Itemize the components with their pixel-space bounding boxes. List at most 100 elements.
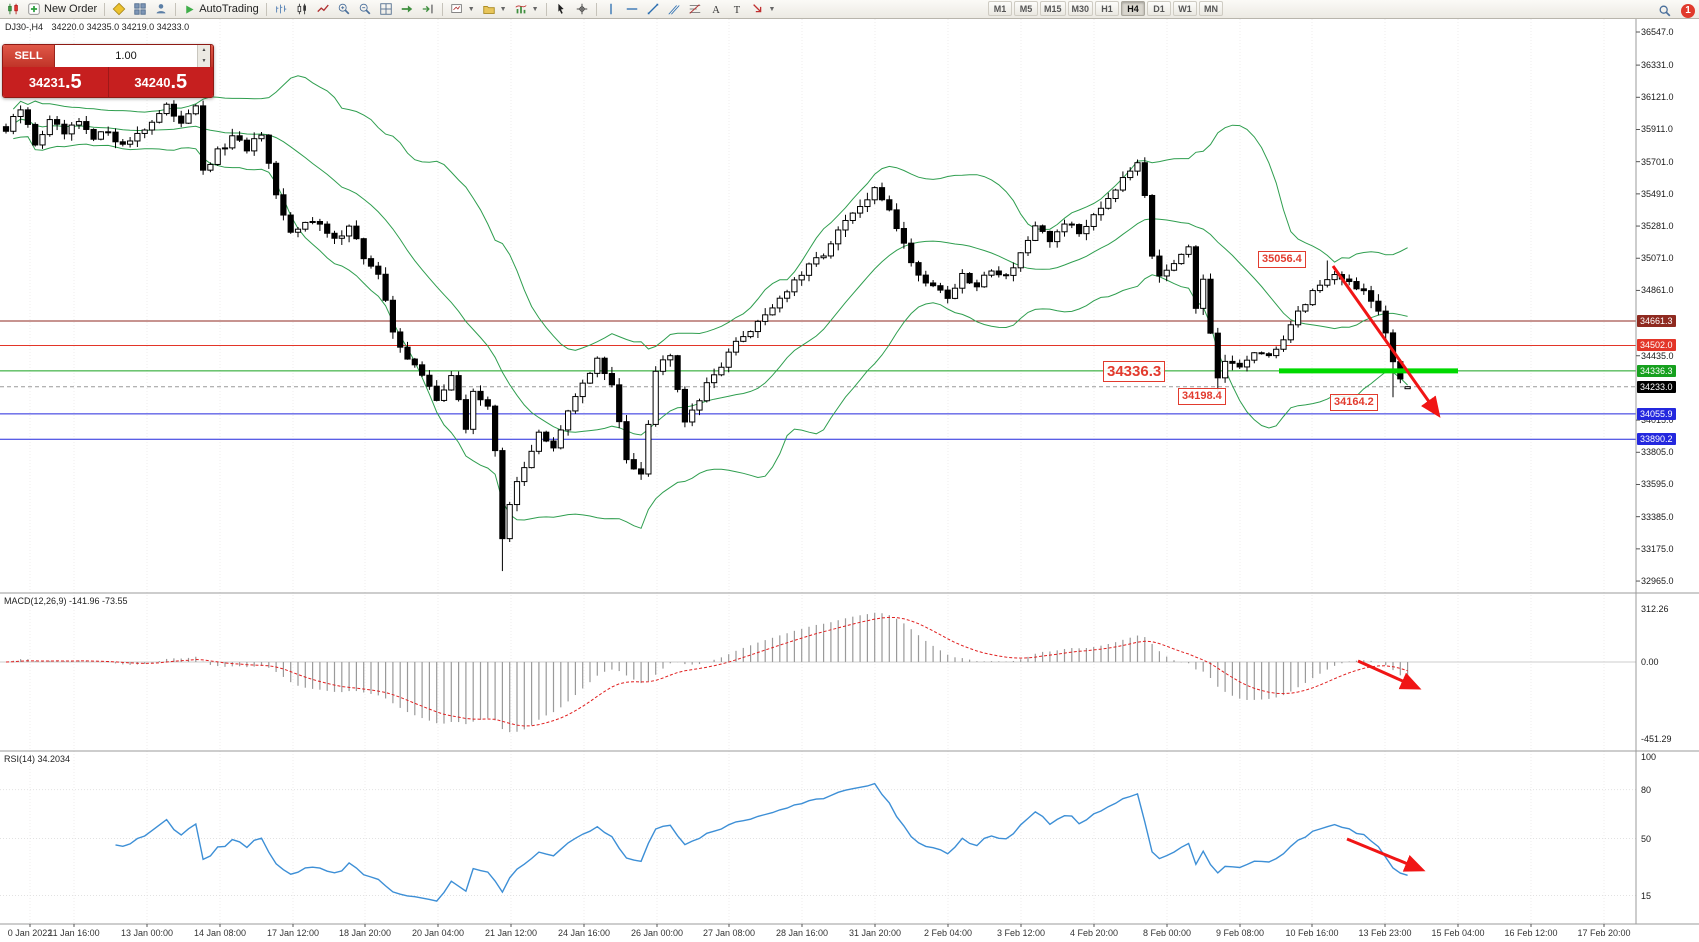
indicators-button[interactable]: ▼ <box>511 1 542 18</box>
svg-text:A: A <box>712 5 720 16</box>
symbol-period-label: DJ30-,H4 <box>5 22 44 32</box>
price-tick-label: 34015.0 <box>1641 415 1674 426</box>
time-axis[interactable]: 0 Jan 2022 11 Jan 16:00 13 Jan 00:00 14 Jan… <box>0 924 1636 942</box>
new-order-label: New Order <box>44 3 98 15</box>
auto-scroll-button[interactable] <box>397 1 417 18</box>
search-icon <box>1659 5 1671 16</box>
metaeditor-button[interactable] <box>109 1 129 18</box>
notification-badge[interactable]: 1 <box>1681 3 1695 18</box>
chart-window-icon <box>8 3 18 15</box>
volume-up-button[interactable]: ▲ <box>198 45 210 56</box>
sell-button[interactable]: SELL <box>3 45 55 67</box>
chart-window-button[interactable] <box>3 1 23 18</box>
price-tick-label: 33595.0 <box>1641 479 1674 490</box>
fibonacci-tool-button[interactable] <box>685 1 705 18</box>
bar-chart-mode-button[interactable] <box>271 1 291 18</box>
buy-price-frac: .5 <box>170 71 188 93</box>
volume-down-button[interactable]: ▼ <box>198 56 210 67</box>
autotrading-button[interactable]: AutoTrading <box>180 1 262 18</box>
macd-scale-label: 0.00 <box>1641 657 1659 667</box>
rsi-scale-label: 15 <box>1641 890 1652 901</box>
tf-m1-button[interactable]: M1 <box>988 1 1012 16</box>
rsi-scale-label: 100 <box>1641 752 1657 762</box>
tf-mn-button[interactable]: MN <box>1199 1 1224 16</box>
text-icon: A <box>712 5 720 16</box>
volume-input[interactable] <box>55 45 197 67</box>
tf-m15-button[interactable]: M15 <box>1040 1 1066 16</box>
support-button[interactable] <box>151 1 171 18</box>
price-line-label: 34233.0 <box>1637 380 1676 393</box>
macd-scale-label: -451.29 <box>1641 733 1672 744</box>
trendline-icon <box>647 3 658 15</box>
time-axis-label: 20 Jan 04:00 <box>411 928 465 938</box>
candlestick-chart-mode-button[interactable] <box>292 1 312 18</box>
price-line-label: 34661.3 <box>1637 315 1676 328</box>
buy-button[interactable]: BUY <box>210 45 213 67</box>
toolbar-separator <box>104 2 106 16</box>
tf-w1-button[interactable]: W1 <box>1173 1 1198 16</box>
fibonacci-icon <box>688 4 700 14</box>
crosshair-icon <box>576 3 587 15</box>
time-axis-label: 27 Jan 08:00 <box>702 928 756 938</box>
time-axis-label: 14 Jan 08:00 <box>193 928 247 938</box>
time-axis-label: 17 Jan 12:00 <box>266 928 320 938</box>
toolbar-separator <box>175 2 177 16</box>
volume-spinner: ▲ ▼ <box>197 45 210 67</box>
trendline-tool-button[interactable] <box>643 1 663 18</box>
one-click-trade-panel: SELL ▲ ▼ BUY 34231 .5 34240 .5 <box>2 44 214 98</box>
tile-windows-button[interactable] <box>376 1 396 18</box>
time-axis-label: 16 Feb 12:00 <box>1504 928 1558 938</box>
new-chart-icon <box>451 4 462 13</box>
tf-d1-button[interactable]: D1 <box>1147 1 1172 16</box>
zoom-out-icon <box>359 3 371 15</box>
time-axis-label: 17 Feb 20:00 <box>1577 928 1631 938</box>
horizontal-line-tool-button[interactable] <box>622 1 642 18</box>
candlestick-chart-icon <box>297 3 306 15</box>
vertical-line-tool-button[interactable] <box>601 1 621 18</box>
dropdown-caret-icon: ▼ <box>467 5 475 13</box>
price-tick-label: 34861.0 <box>1641 285 1674 296</box>
svg-text:T: T <box>733 5 740 16</box>
profiles-button[interactable]: ▼ <box>479 1 510 18</box>
price-axis[interactable]: 36547.0 36331.0 36121.0 35911.0 35701.0 35491… <box>1636 0 1699 942</box>
horizontal-line-icon <box>626 8 637 10</box>
tf-m5-button[interactable]: M5 <box>1014 1 1038 16</box>
search-button[interactable] <box>1655 2 1675 19</box>
autotrading-icon <box>186 4 194 14</box>
zoom-in-button[interactable] <box>334 1 354 18</box>
toolbar-separator <box>595 2 597 16</box>
line-chart-mode-button[interactable] <box>313 1 333 18</box>
macd-scale-label: 312.26 <box>1641 603 1669 614</box>
chart-shift-button[interactable] <box>418 1 438 18</box>
rsi-indicator-label: RSI(14) 34.2034 <box>4 754 71 764</box>
tf-h4-button[interactable]: H4 <box>1121 1 1146 16</box>
label-tool-button[interactable]: T <box>727 1 747 18</box>
price-tick-label: 33385.0 <box>1641 511 1674 522</box>
time-axis-label: 4 Feb 20:00 <box>1069 928 1119 938</box>
zoom-out-button[interactable] <box>355 1 375 18</box>
sell-price-frac: .5 <box>64 71 82 93</box>
cursor-icon <box>557 3 564 14</box>
arrows-tool-button[interactable]: ▼ <box>748 1 779 18</box>
time-axis-label: 2 Feb 04:00 <box>923 928 973 938</box>
timeframe-toolbar: M1 M5 M15 M30 H1 H4 D1 W1 MN <box>988 1 1224 16</box>
layouts-button[interactable] <box>130 1 150 18</box>
tile-windows-icon <box>380 3 392 15</box>
text-tool-button[interactable]: A <box>706 1 726 18</box>
new-chart-button[interactable]: ▼ <box>447 1 478 18</box>
time-axis-label: 9 Feb 08:00 <box>1215 928 1265 938</box>
new-order-button[interactable]: New Order <box>24 1 100 18</box>
time-axis-label: 0 Jan 2022 <box>7 928 53 938</box>
time-axis-label: 13 Feb 23:00 <box>1358 928 1412 938</box>
time-axis-label: 11 Jan 16:00 <box>48 928 100 938</box>
sell-price[interactable]: 34231 .5 <box>3 67 109 97</box>
crosshair-tool-button[interactable] <box>572 1 592 18</box>
channel-tool-button[interactable] <box>664 1 684 18</box>
buy-price[interactable]: 34240 .5 <box>109 67 214 97</box>
chart-info-line: DJ30-,H4 34220.0 34235.0 34219.0 34233.0 <box>5 22 195 32</box>
tf-h1-button[interactable]: H1 <box>1095 1 1120 16</box>
time-axis-label: 21 Jan 12:00 <box>484 928 538 938</box>
tf-m30-button[interactable]: M30 <box>1067 1 1094 16</box>
cursor-tool-button[interactable] <box>551 1 571 18</box>
